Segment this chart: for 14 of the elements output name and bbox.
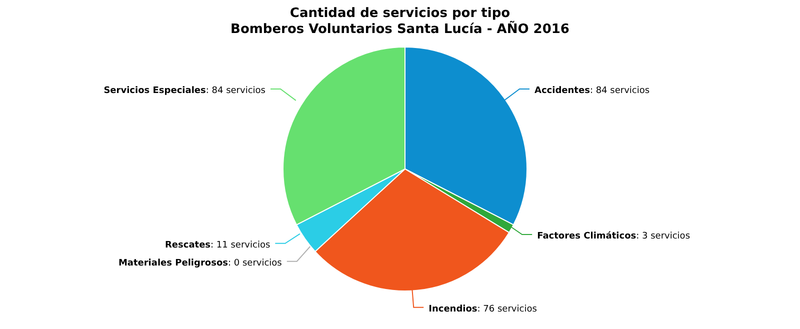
data-label: : 84 servicios — [206, 86, 266, 96]
slice-label: Incendios — [428, 304, 478, 314]
data-label: : 76 servicios — [477, 304, 538, 314]
slice-label: Servicios Especiales — [104, 86, 206, 96]
data-label: : 84 servicios — [590, 86, 650, 96]
slice-label: Factores Climáticos — [537, 230, 636, 242]
chart-title: Cantidad de servicios por tipo — [288, 6, 510, 21]
slice-label: Rescates — [164, 240, 211, 250]
text: : 0 servicios — [228, 258, 282, 268]
category-label: Materiales Peligrosos — [118, 258, 228, 268]
chart-subtitle: Bomberos Voluntarios Santa Lucía - AÑO 2016 — [230, 22, 570, 38]
data-label: : 11 servicios — [210, 240, 270, 250]
slice-label: Accidentes — [534, 86, 590, 96]
data-label: : 3 servicios — [636, 231, 690, 242]
